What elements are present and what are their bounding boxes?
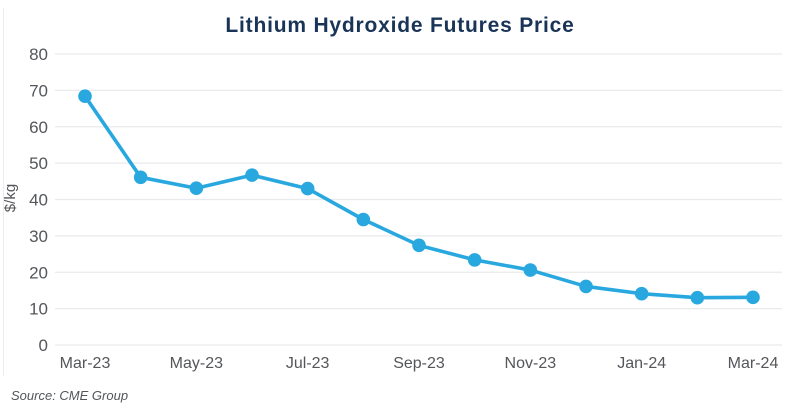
panel-left-border	[3, 8, 4, 376]
data-point	[189, 181, 204, 196]
series-group	[78, 89, 760, 305]
x-tick-label: May-23	[170, 355, 223, 372]
x-tick-label: Jul-23	[286, 355, 330, 372]
x-tick-label: Nov-23	[505, 355, 557, 372]
y-tick-label: 50	[29, 154, 48, 173]
data-point	[523, 263, 538, 277]
y-tick-label: 40	[29, 191, 48, 210]
data-point	[300, 181, 315, 196]
data-point	[78, 89, 92, 103]
y-tick-label: 70	[29, 81, 48, 100]
data-point	[467, 253, 482, 267]
data-point	[356, 212, 371, 227]
data-point	[634, 286, 649, 301]
data-point	[245, 168, 259, 182]
source-note: Source: CME Group	[11, 388, 129, 403]
data-point	[746, 290, 760, 305]
data-point	[133, 170, 148, 185]
chart-title: Lithium Hydroxide Futures Price	[225, 14, 575, 37]
data-point	[412, 238, 426, 253]
gridlines-group	[55, 53, 782, 346]
data-point	[579, 279, 593, 294]
x-tick-labels-group: Mar-23 May-23 Jul-23 Sep-23 Nov-23 Jan-24 Mar-…	[60, 355, 779, 372]
x-tick-label: Mar-24	[728, 355, 779, 372]
y-tick-label: 20	[29, 263, 48, 282]
x-tick-label: Mar-23	[60, 355, 111, 372]
y-tick-label: 0	[39, 336, 48, 355]
y-axis-label: $/kg	[2, 184, 19, 212]
x-tick-label: Sep-23	[393, 355, 445, 372]
y-tick-label: 30	[29, 227, 48, 246]
y-tick-labels-group: 0 10 20 30 40 50 60 70 80	[29, 45, 48, 355]
x-tick-label: Jan-24	[617, 355, 666, 372]
data-point	[690, 290, 705, 305]
y-tick-label: 80	[29, 45, 48, 64]
y-tick-label: 10	[29, 300, 48, 319]
y-tick-label: 60	[29, 118, 48, 137]
